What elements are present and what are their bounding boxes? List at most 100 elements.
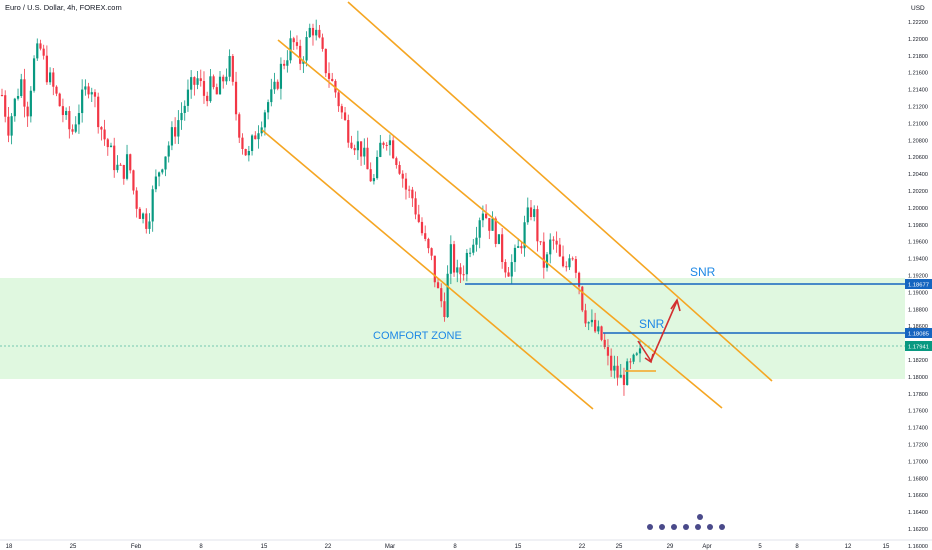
event-icon[interactable] (695, 524, 701, 530)
channel-line-middle[interactable] (277, 39, 723, 409)
descending-channel[interactable] (261, 1, 773, 410)
channel-line-top[interactable] (347, 1, 773, 382)
candle-body (305, 37, 308, 61)
candle-body (382, 142, 385, 145)
candle-body (507, 272, 510, 277)
price-tick-label: 1.18000 (908, 375, 928, 381)
price-tick-label: 1.21800 (908, 54, 928, 60)
price-tick-label: 1.20800 (908, 138, 928, 144)
price-tick-label: 1.17600 (908, 409, 928, 415)
candle-body (286, 60, 289, 66)
price-tick-label: 1.17400 (908, 426, 928, 432)
candle-body (81, 89, 84, 114)
candle-body (164, 156, 167, 170)
candle-body (238, 114, 241, 138)
time-label: 15 (883, 544, 890, 550)
price-tick-label: 1.17200 (908, 443, 928, 449)
event-icon[interactable] (683, 524, 689, 530)
time-label: 8 (795, 544, 799, 550)
candle-body (263, 112, 266, 128)
snr-label-lower: SNR (639, 317, 665, 331)
candle-body (10, 116, 13, 136)
candle-body (254, 135, 257, 140)
price-tick-label: 1.18200 (908, 358, 928, 364)
candle-body (603, 339, 606, 348)
event-icon[interactable] (697, 514, 703, 520)
candle-body (347, 120, 350, 143)
candle-body (202, 81, 206, 96)
price-badge-bg (905, 279, 932, 289)
projection-arrow[interactable] (637, 298, 681, 364)
candle-body (545, 254, 549, 268)
candle-body (129, 154, 132, 171)
price-tick-label: 1.22000 (908, 37, 928, 43)
candle-body (116, 164, 119, 171)
candle-body (331, 78, 334, 82)
candle-body (327, 73, 331, 79)
event-icon[interactable] (719, 524, 725, 530)
candle-body (87, 86, 90, 95)
candle-body (411, 189, 414, 199)
price-badge: 1.18085 (908, 332, 929, 338)
candle-body (209, 76, 212, 102)
candle-body (561, 256, 565, 267)
price-badge: 1.18677 (908, 283, 929, 289)
candle-body (58, 93, 61, 107)
price-tick-label: 1.16400 (908, 510, 928, 516)
price-tick-label: 1.17000 (908, 459, 928, 465)
candle-body (619, 374, 622, 378)
candle-body (581, 286, 584, 311)
candle-body (276, 81, 279, 89)
candle-body (0, 95, 4, 96)
candle-body (497, 234, 501, 244)
event-icon[interactable] (647, 524, 653, 530)
candle-body (151, 189, 154, 222)
candle-body (311, 27, 315, 36)
candle-body (42, 48, 45, 56)
candle-body (366, 147, 369, 170)
event-icon[interactable] (659, 524, 665, 530)
candle-body (494, 218, 497, 244)
candle-body (590, 319, 594, 323)
time-axis[interactable]: 18 25 Feb 8 15 22 Mar 8 15 22 25 29 Apr 5 8 12 15 (6, 544, 890, 550)
candle-body (125, 154, 129, 179)
channel-line-bottom[interactable] (261, 129, 594, 410)
candle-body (52, 72, 55, 87)
candle-body (594, 319, 597, 332)
candle-body (132, 170, 135, 191)
candle-body (446, 273, 449, 318)
time-label: Mar (385, 544, 395, 550)
candle-body (424, 233, 427, 239)
time-label: 15 (515, 544, 522, 550)
comfort-zone-label: COMFORT ZONE (373, 330, 462, 342)
event-icon[interactable] (671, 524, 677, 530)
candle-body (250, 135, 254, 152)
candle-body (481, 213, 485, 221)
candle-body (526, 207, 529, 223)
price-tick-label: 1.19600 (908, 240, 928, 246)
candle-body (13, 98, 16, 117)
candle-body (417, 214, 420, 222)
candle-body (241, 137, 244, 150)
candle-body (363, 147, 366, 157)
price-axis[interactable] (905, 0, 932, 540)
candle-body (138, 208, 141, 219)
candle-body (93, 92, 97, 97)
economic-events[interactable] (647, 514, 725, 530)
candle-body (225, 76, 228, 82)
candle-body (68, 111, 71, 130)
candle-body (584, 310, 587, 324)
candle-body (122, 165, 125, 179)
candle-body (141, 213, 145, 219)
candle-body (270, 89, 273, 103)
candle-body (606, 347, 610, 356)
candle-body (206, 95, 209, 102)
candle-body (430, 248, 433, 256)
candle-body (549, 239, 552, 255)
candle-body (302, 60, 305, 64)
price-tick-label: 1.22200 (908, 20, 928, 26)
comfort-zone[interactable] (0, 278, 905, 379)
candle-body (183, 105, 186, 113)
event-icon[interactable] (707, 524, 713, 530)
